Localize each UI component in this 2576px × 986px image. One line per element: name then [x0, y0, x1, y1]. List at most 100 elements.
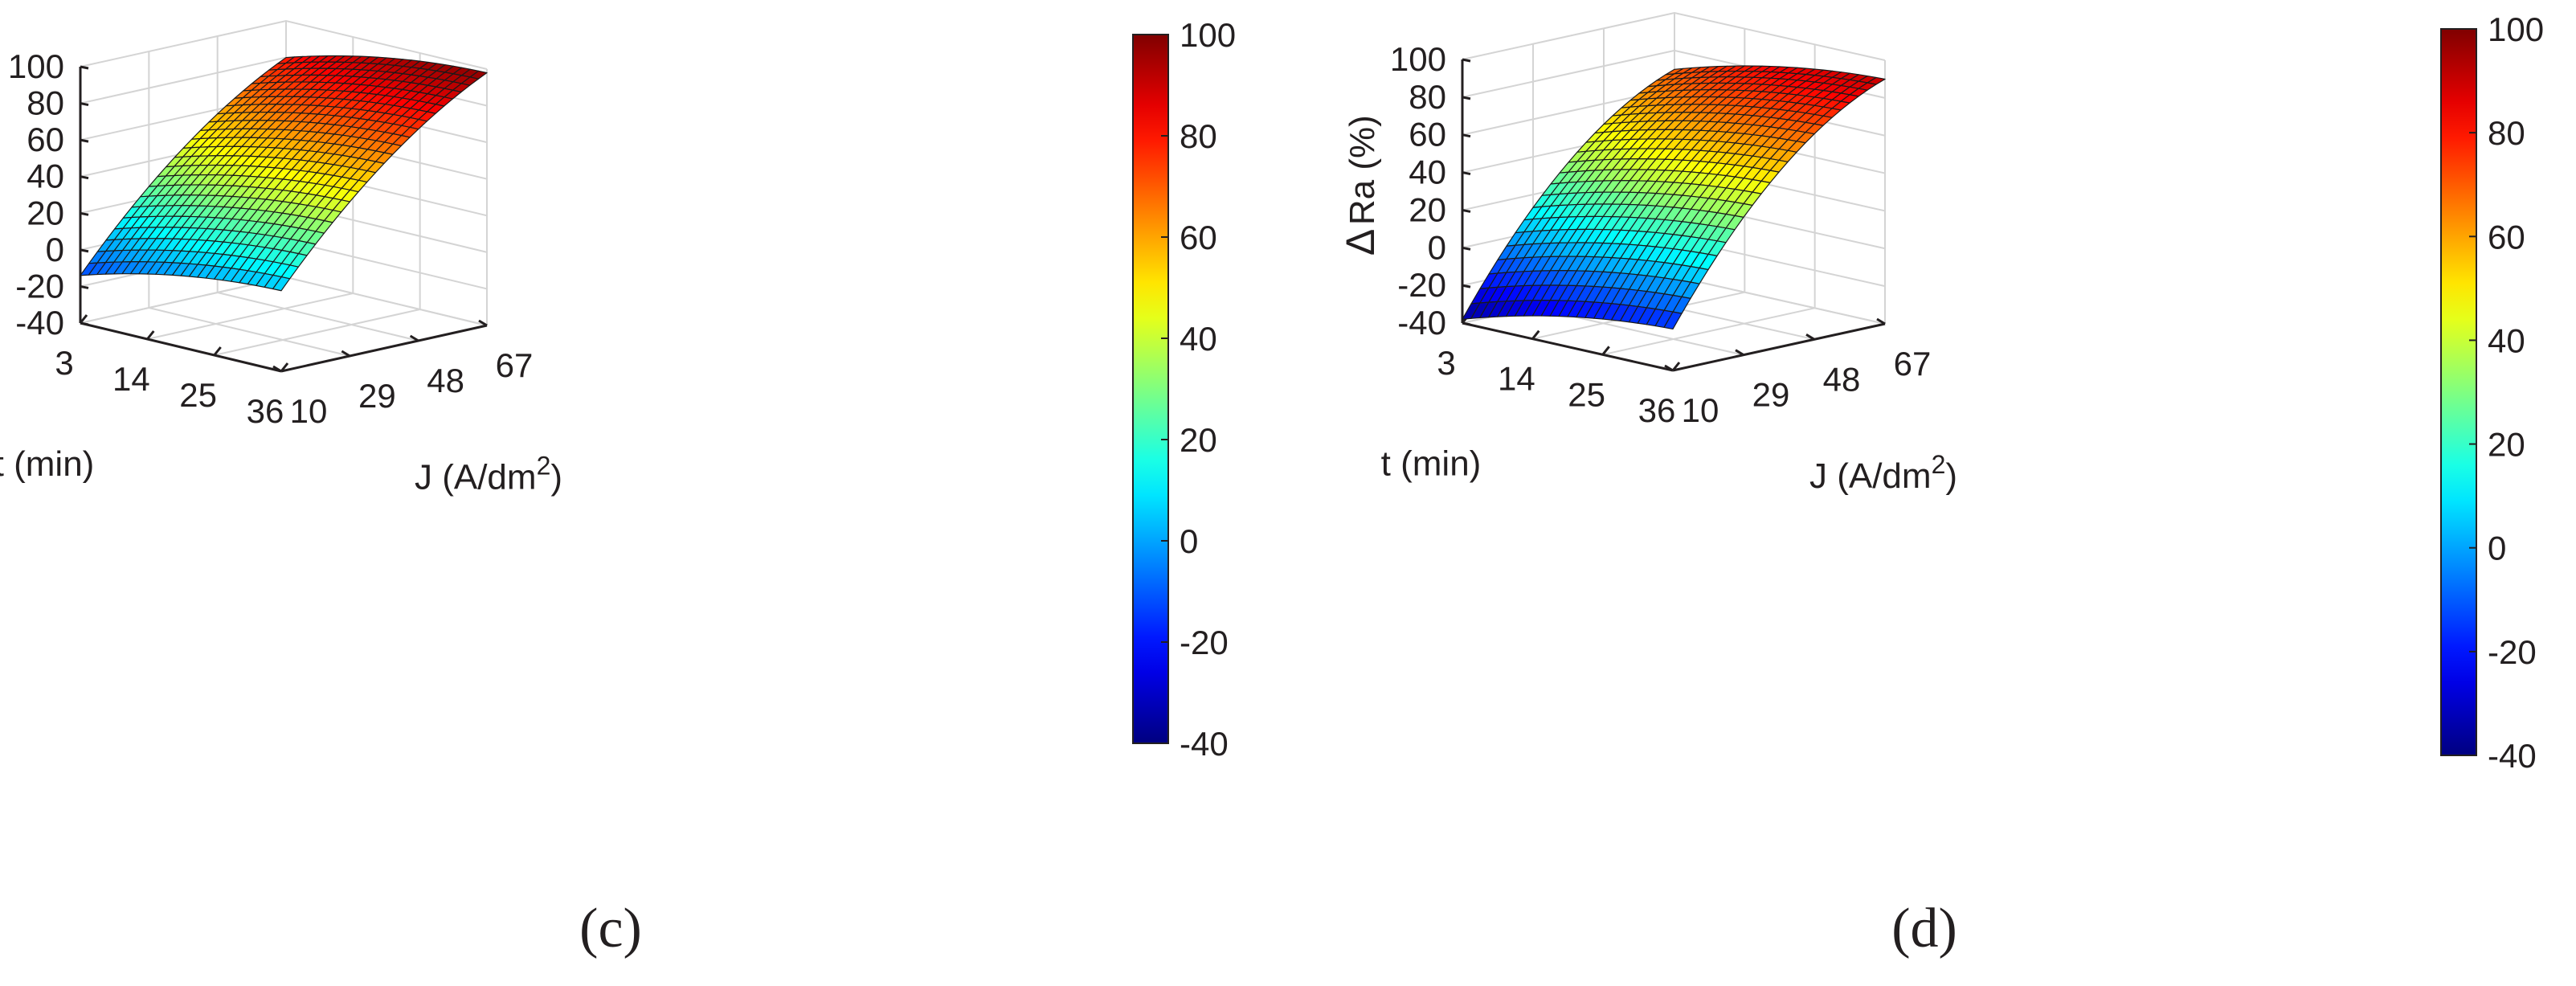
- z-tick: [80, 211, 89, 216]
- j-axis-line: [280, 324, 488, 373]
- t-axis-line: [1462, 321, 1674, 372]
- j-tick-label: 67: [1894, 345, 1932, 383]
- colorbar-tick-label: 40: [1180, 320, 1217, 358]
- z-axis-title-delta: ∆: [1338, 230, 1383, 255]
- j-tick-label: 48: [427, 362, 464, 399]
- panel-label: (d): [1891, 898, 1957, 959]
- colorbar-tick-label: 100: [2488, 10, 2544, 48]
- colorbar-tick-label: -40: [1180, 725, 1229, 763]
- t-tick-label: 3: [55, 344, 73, 382]
- colorbar-d: 100 80 60 40 20 0 -20 -40: [2440, 10, 2544, 775]
- colorbar-tick-label: 80: [2488, 114, 2525, 152]
- z-tick-label: 40: [27, 158, 64, 195]
- j-tick: [1735, 349, 1744, 356]
- j-tick: [272, 365, 282, 373]
- colorbar-tick-label: 80: [1180, 117, 1217, 155]
- colorbar-tick-label: 20: [2488, 426, 2525, 464]
- j-axis-title-tail: ): [1945, 456, 1957, 496]
- colorbar-tick-label: 0: [1180, 522, 1198, 560]
- j-tick: [478, 319, 488, 327]
- z-tick-label: 0: [46, 231, 64, 268]
- colorbar-tick-label: -40: [2488, 737, 2537, 775]
- z-tick-label: 40: [1409, 153, 1446, 191]
- j-tick-label: 48: [1823, 360, 1861, 398]
- j-tick-label: 29: [1752, 376, 1790, 414]
- colorbar-tick-label: 100: [1180, 16, 1236, 54]
- j-tick-label: 67: [496, 346, 534, 384]
- t-tick: [1531, 329, 1540, 340]
- z-tick-label: 0: [1428, 228, 1446, 266]
- wall-gridline: [80, 19, 488, 70]
- z-tick-label: -20: [15, 267, 64, 305]
- z-tick-label: 100: [8, 47, 64, 85]
- j-axis-title-sup: 2: [1932, 450, 1946, 479]
- z-tick: [1462, 171, 1471, 176]
- colorbar-tick-label: -20: [2488, 633, 2537, 671]
- z-tick: [1462, 96, 1471, 100]
- z-tick: [80, 248, 89, 253]
- z-tick-label: 60: [27, 121, 64, 158]
- surface-c: [80, 55, 488, 292]
- t-tick-label: 14: [1498, 360, 1535, 398]
- t-axis-title: t (min): [0, 444, 94, 484]
- z-tick-label: 60: [1409, 116, 1446, 153]
- colorbar-bar: [2440, 28, 2477, 756]
- z-tick-label: 80: [27, 84, 64, 122]
- t-tick-label: 25: [1568, 375, 1605, 413]
- z-tick-label: 20: [1409, 190, 1446, 228]
- z-axis-title: ∆Ra (%): [0, 119, 1, 259]
- t-tick: [213, 346, 222, 356]
- t-tick: [280, 362, 289, 372]
- j-tick: [1876, 317, 1886, 325]
- j-axis-title: J (A/dm2): [1809, 450, 1957, 496]
- floor-gridline: [217, 292, 419, 342]
- z-tick: [80, 138, 89, 143]
- surface-cell: [1663, 311, 1683, 330]
- z-tick: [80, 175, 89, 180]
- z-tick-label: -40: [1397, 304, 1446, 342]
- z-tick: [1462, 321, 1471, 326]
- t-tick-label: 25: [179, 376, 217, 414]
- j-tick: [1805, 333, 1815, 341]
- z-tick: [80, 102, 89, 107]
- z-tick: [1462, 58, 1471, 63]
- t-tick: [146, 330, 155, 340]
- colorbar-tick-label: 20: [1180, 421, 1217, 459]
- z-tick: [80, 65, 89, 70]
- j-tick: [1664, 364, 1674, 372]
- t-axis-title: t (min): [1381, 444, 1482, 484]
- surface-cell: [272, 276, 291, 292]
- z-axis-title-delta: ∆: [0, 233, 1, 258]
- z-axis-title: ∆Ra (%): [1338, 115, 1383, 255]
- t-tick-label: 36: [1638, 391, 1676, 429]
- z-tick: [1462, 246, 1471, 251]
- z-tick: [1462, 284, 1471, 288]
- j-tick-label: 10: [1682, 391, 1719, 429]
- z-tick: [1462, 208, 1471, 213]
- wall-gridline: [1462, 11, 1886, 61]
- j-axis-title-tail: ): [550, 458, 562, 497]
- floor-gridline: [1602, 307, 1815, 356]
- j-axis-title-sup: 2: [537, 452, 551, 481]
- colorbar-tick-label: -20: [1180, 624, 1229, 661]
- t-axis-line: [80, 321, 282, 373]
- panel-label: (c): [579, 898, 642, 959]
- colorbar-tick-label: 0: [2488, 530, 2506, 567]
- surface-d: [1462, 65, 1886, 330]
- floor-gridline: [149, 307, 350, 357]
- t-tick-label: 14: [112, 360, 150, 398]
- floor-gridline: [147, 293, 354, 340]
- z-tick: [80, 321, 89, 326]
- j-axis-title: J (A/dm2): [415, 452, 562, 497]
- j-tick-label: 29: [358, 377, 396, 415]
- t-tick: [1601, 346, 1610, 356]
- z-tick: [1462, 133, 1471, 138]
- z-tick: [80, 284, 89, 289]
- z-tick-label: 80: [1409, 78, 1446, 116]
- colorbar-tick-label: 60: [1180, 219, 1217, 256]
- colorbar-tick-label: 60: [2488, 218, 2525, 256]
- j-tick-label: 10: [290, 392, 328, 430]
